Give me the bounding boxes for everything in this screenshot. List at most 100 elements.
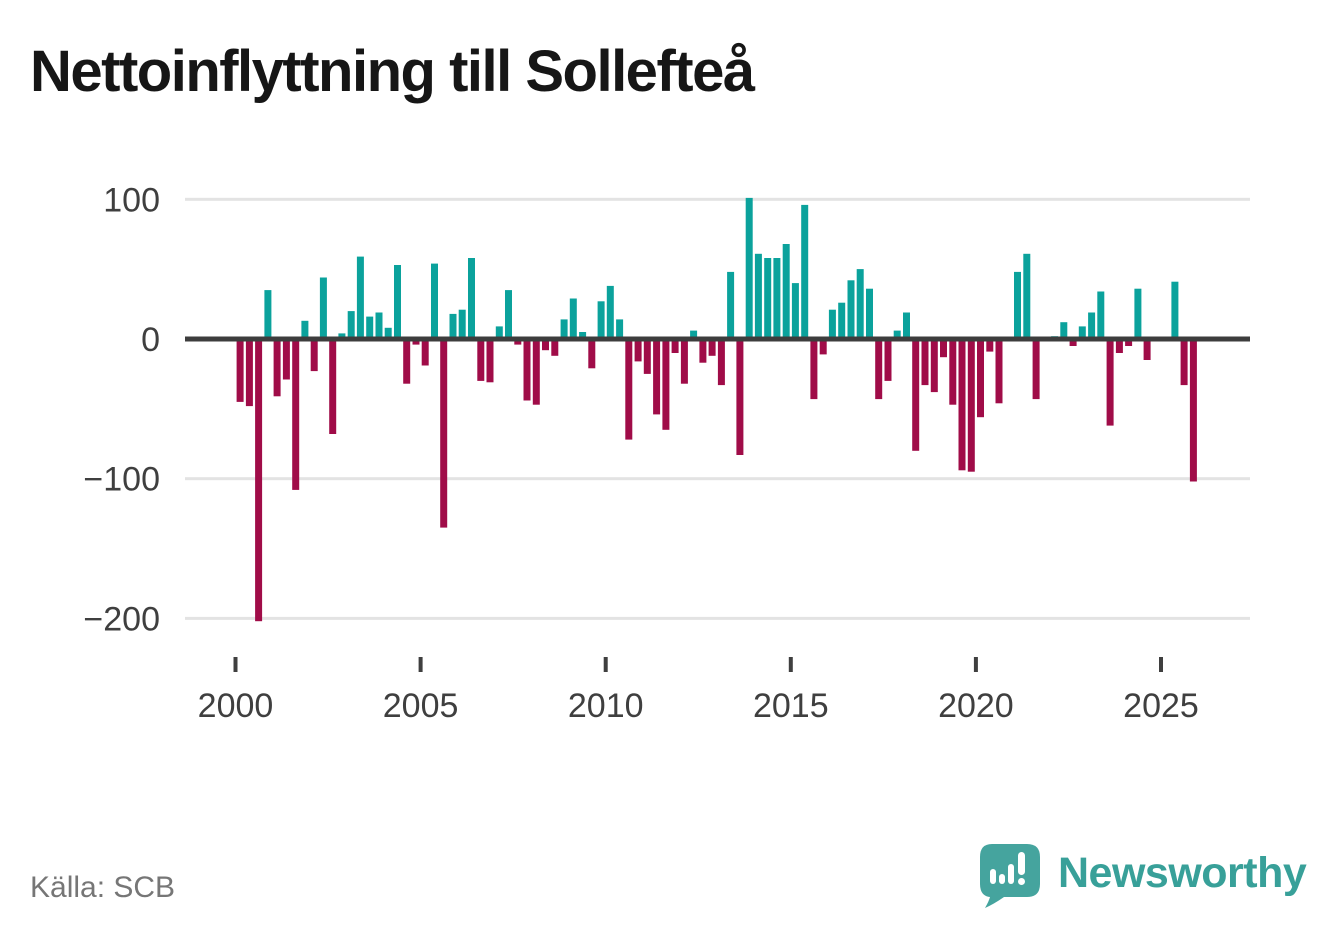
bar-2019-q4: [967, 339, 975, 472]
bar-2013-q1: [717, 339, 725, 386]
bar-2024-q2: [1134, 288, 1142, 339]
bar-2009-q4: [597, 301, 605, 339]
bar-2007-q1: [495, 326, 503, 339]
bar-2003-q4: [375, 312, 383, 339]
bar-2004-q2: [394, 265, 401, 339]
bar-2020-q3: [995, 339, 1003, 404]
bar-2009-q3: [588, 339, 596, 369]
bar-2013-q4: [745, 197, 753, 339]
bar-2011-q2: [653, 339, 661, 415]
x-tick-mark: [973, 657, 978, 672]
x-tick-mark: [233, 657, 238, 672]
bar-2004-q1: [384, 327, 392, 339]
bar-2002-q1: [310, 339, 318, 372]
logo-wordmark: Newsworthy: [1058, 848, 1307, 897]
logo-bubble-icon: [980, 844, 1040, 908]
bar-2005-q1: [421, 339, 429, 366]
bar-2022-q3: [1069, 339, 1077, 346]
y-tick-label: 0: [141, 321, 160, 359]
bar-2006-q3: [477, 339, 485, 381]
newsworthy-logo: Newsworthy: [978, 843, 1307, 909]
bar-2010-q1: [606, 285, 614, 339]
bar-2020-q1: [977, 339, 984, 418]
x-tick-mark: [1159, 657, 1163, 672]
logo-bar-3: [1008, 864, 1014, 884]
y-tick-label: 100: [103, 181, 160, 219]
bar-2005-q3: [440, 339, 448, 528]
bar-2016-q2: [838, 302, 846, 339]
bar-2025-q4: [1189, 339, 1197, 482]
bar-2002-q3: [329, 339, 337, 434]
bar-2008-q1: [532, 339, 540, 405]
bar-2004-q3: [403, 339, 411, 384]
source-note: Källa: SCB: [30, 871, 176, 904]
bar-2022-q2: [1060, 322, 1068, 339]
bar-2012-q1: [680, 339, 688, 384]
bar-2007-q3: [514, 339, 522, 345]
bar-2003-q3: [366, 316, 374, 339]
bar-2012-q3: [699, 339, 707, 363]
bar-2021-q3: [1032, 339, 1040, 400]
bar-2022-q4: [1078, 326, 1086, 339]
bar-2012-q4: [708, 339, 716, 356]
bar-2011-q1: [643, 339, 651, 374]
logo-bar-1: [990, 869, 996, 884]
bar-2024-q1: [1125, 339, 1133, 346]
y-tick-label: −100: [83, 461, 160, 499]
x-tick-mark: [418, 657, 423, 672]
bar-2021-q1: [1014, 271, 1021, 339]
bar-2017-q2: [875, 339, 883, 400]
bar-2015-q4: [819, 339, 827, 355]
bar-2025-q2: [1171, 281, 1179, 339]
bar-2009-q2: [579, 332, 587, 339]
bar-2006-q1: [458, 309, 466, 339]
bar-2016-q1: [828, 309, 836, 339]
bar-2023-q3: [1106, 339, 1114, 426]
bar-2008-q4: [560, 319, 568, 339]
x-tick-label: 2010: [568, 687, 644, 725]
bar-2018-q3: [921, 339, 929, 386]
bar-2006-q2: [468, 258, 475, 339]
bar-2013-q2: [727, 271, 735, 339]
bar-2011-q3: [662, 339, 670, 430]
x-tick-mark: [603, 657, 608, 672]
bar-2021-q2: [1023, 253, 1031, 339]
bar-2019-q2: [949, 339, 957, 405]
bar-2006-q4: [486, 339, 494, 383]
bar-2003-q1: [347, 311, 355, 339]
bar-2005-q4: [449, 313, 457, 339]
bar-2002-q4: [338, 333, 346, 339]
bar-2001-q4: [301, 320, 309, 339]
page-title: Nettoinflyttning till Sollefteå: [30, 39, 755, 104]
bar-2010-q3: [625, 339, 633, 440]
gridline: [185, 616, 1250, 620]
bar-2016-q4: [856, 269, 864, 339]
bar-2025-q3: [1180, 339, 1188, 386]
bar-chart: 100 0 −100 −200 2000 2005 2010 2015 2020 2025: [83, 181, 1250, 725]
x-tick-label: 2000: [198, 687, 274, 725]
bar-2001-q3: [292, 339, 300, 490]
zero-line: [185, 336, 1250, 342]
bar-2017-q3: [884, 339, 892, 381]
bar-2015-q2: [801, 204, 809, 339]
bar-2017-q1: [866, 288, 873, 339]
x-tick-label: 2020: [938, 687, 1014, 725]
bar-2014-q1: [754, 253, 762, 339]
x-tick-label: 2005: [383, 687, 459, 725]
bar-2017-q4: [893, 330, 901, 339]
bar-2003-q2: [356, 256, 364, 339]
bar-2000-q3: [255, 339, 263, 622]
bar-2011-q4: [671, 339, 679, 353]
bar-2010-q2: [616, 319, 624, 339]
bar-2024-q3: [1143, 339, 1151, 360]
bar-2007-q2: [505, 290, 512, 339]
x-tick-label: 2015: [753, 687, 829, 725]
bar-2014-q4: [782, 244, 790, 339]
bar-2010-q4: [634, 339, 642, 362]
bar-2000-q2: [245, 339, 253, 407]
bar-2007-q4: [523, 339, 531, 401]
bar-2000-q1: [236, 339, 244, 402]
bar-2018-q4: [930, 339, 938, 393]
bar-2000-q4: [264, 290, 272, 339]
bar-2014-q2: [764, 258, 772, 339]
